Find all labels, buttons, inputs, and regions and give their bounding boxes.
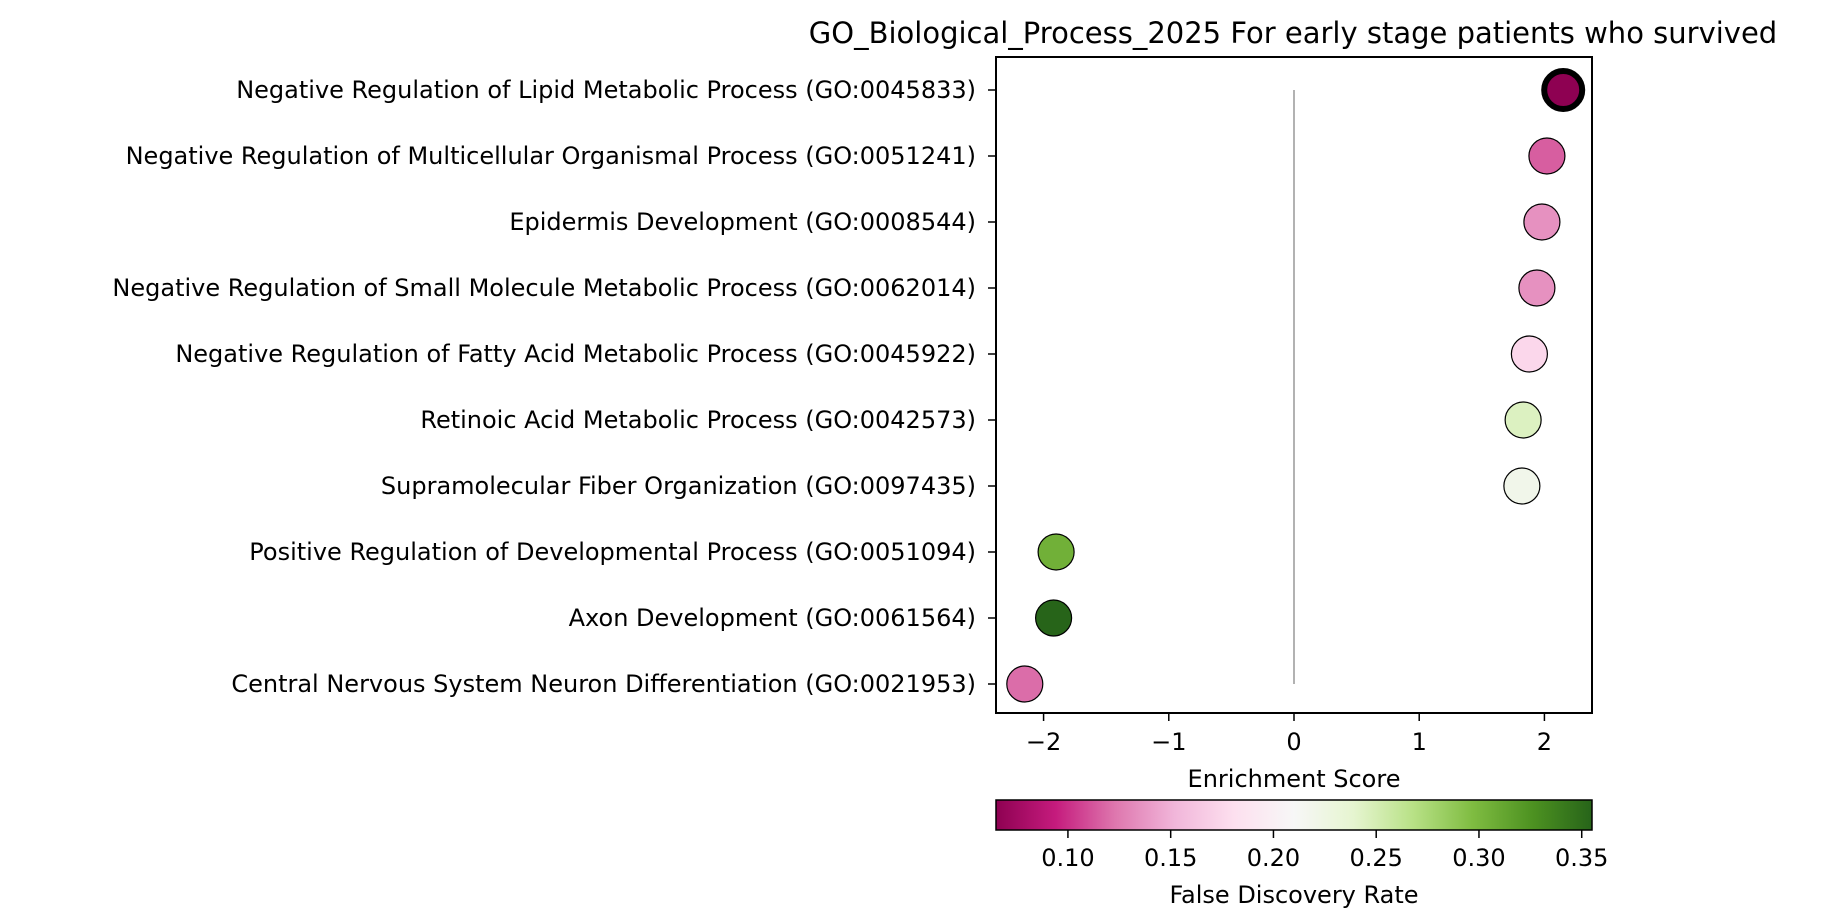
y-tick-label: Negative Regulation of Lipid Metabolic P… [236, 76, 976, 104]
x-axis-label: Enrichment Score [1188, 765, 1401, 793]
y-tick-label: Central Nervous System Neuron Differenti… [231, 670, 976, 698]
colorbar-tick-label: 0.35 [1555, 844, 1608, 872]
x-tick-label: −1 [1151, 728, 1186, 756]
x-tick-label: −2 [1026, 728, 1061, 756]
chart-title: GO_Biological_Process_2025 For early sta… [809, 16, 1777, 50]
colorbar-gradient [995, 799, 1593, 831]
data-point [1523, 203, 1561, 241]
data-point [1541, 68, 1586, 112]
data-point [1510, 335, 1548, 373]
y-tick-label: Negative Regulation of Multicellular Org… [126, 142, 976, 170]
colorbar-tick-label: 0.25 [1349, 844, 1402, 872]
data-point [1006, 665, 1044, 703]
data-point [1504, 401, 1542, 439]
data-point [1037, 533, 1075, 571]
data-point [1528, 137, 1566, 175]
y-tick-label: Retinoic Acid Metabolic Process (GO:0042… [420, 406, 976, 434]
colorbar-tick-label: 0.20 [1247, 844, 1300, 872]
y-tick-label: Positive Regulation of Developmental Pro… [249, 538, 976, 566]
y-tick-label: Negative Regulation of Fatty Acid Metabo… [175, 340, 976, 368]
y-axis-term-labels: Negative Regulation of Lipid Metabolic P… [112, 76, 996, 698]
y-tick-label: Supramolecular Fiber Organization (GO:00… [381, 472, 976, 500]
x-axis-ticks: −2 −1 0 1 2 [1026, 713, 1552, 756]
x-tick-label: 0 [1286, 728, 1301, 756]
x-tick-label: 2 [1537, 728, 1552, 756]
colorbar-tick-label: 0.10 [1041, 844, 1094, 872]
colorbar-ticks: 0.10 0.15 0.20 0.25 0.30 0.35 [1041, 830, 1608, 872]
colorbar-tick-label: 0.30 [1452, 844, 1505, 872]
x-tick-label: 1 [1412, 728, 1427, 756]
data-point [1034, 599, 1073, 637]
data-point [1503, 467, 1541, 505]
y-tick-label: Negative Regulation of Small Molecule Me… [112, 274, 976, 302]
colorbar-label: False Discovery Rate [1169, 881, 1418, 909]
data-points [1006, 68, 1586, 703]
colorbar-tick-label: 0.15 [1144, 844, 1197, 872]
data-point [1518, 269, 1556, 307]
y-tick-label: Axon Development (GO:0061564) [569, 604, 976, 632]
y-tick-label: Epidermis Development (GO:0008544) [509, 208, 976, 236]
